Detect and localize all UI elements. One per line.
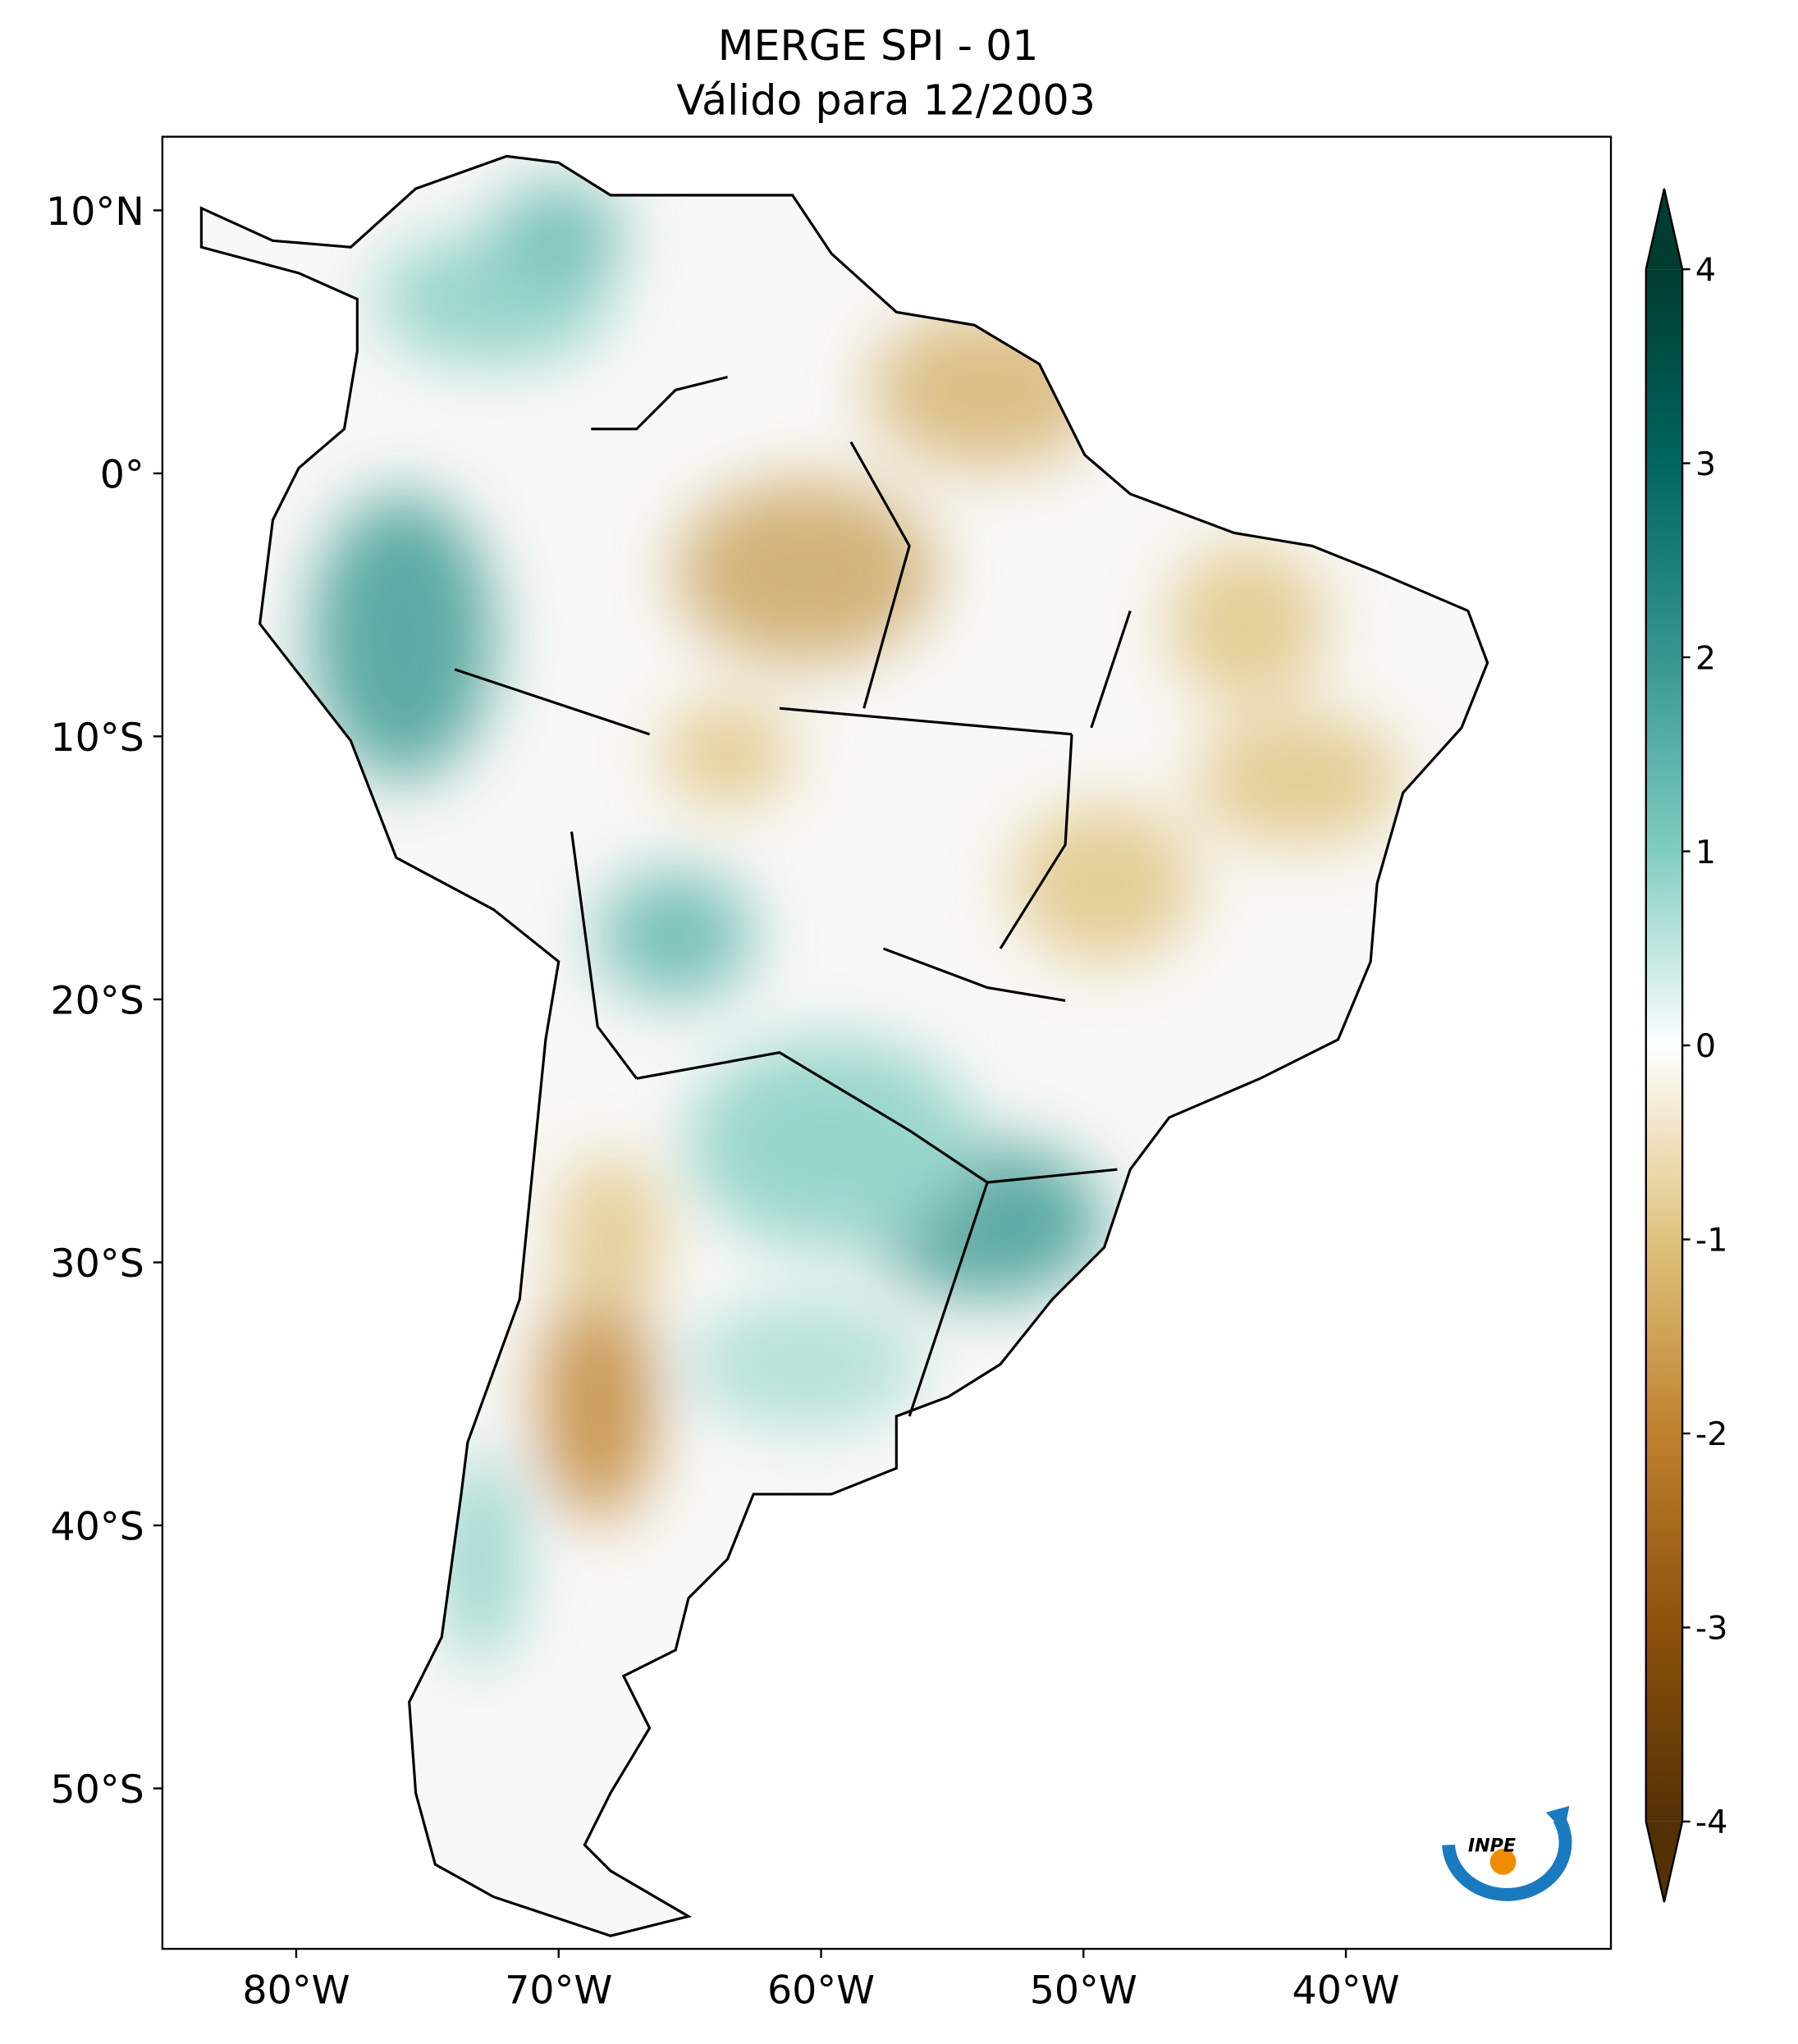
x-tick-label: 50°W <box>1030 1969 1137 2014</box>
colorbar-tick-label: 2 <box>1695 639 1716 677</box>
axes: 80°W 70°W 60°W 50°W 40°W 10°N 0° 10°S 20°S 30°S 40… <box>46 190 1400 2014</box>
colorbar-extend-bottom <box>1645 1821 1683 1903</box>
y-tick-label: 30°S <box>50 1241 144 1287</box>
map-title: MERGE SPI - 01 <box>718 21 1039 70</box>
x-tick-label: 60°W <box>767 1969 875 2014</box>
x-tick-label: 80°W <box>242 1969 350 2014</box>
y-tick-label: 50°S <box>50 1767 144 1813</box>
colorbar-tick-label: -1 <box>1695 1222 1727 1260</box>
colorbar-tick-label: -3 <box>1695 1610 1727 1648</box>
y-tick-label: 10°S <box>50 716 144 761</box>
colorbar-tick-label: 4 <box>1695 251 1716 289</box>
colorbar-tick-label: -4 <box>1695 1804 1727 1841</box>
y-tick-label: 40°S <box>50 1504 144 1549</box>
colorbar-tick-label: -2 <box>1695 1415 1727 1453</box>
x-tick-label: 70°W <box>505 1969 612 2014</box>
colorbar-extend-top <box>1645 188 1683 270</box>
colorbar-tick-label: 0 <box>1695 1027 1716 1065</box>
map-subtitle: Válido para 12/2003 <box>676 76 1096 125</box>
logo: INPE <box>1442 1805 1572 1901</box>
borders <box>454 375 1132 1417</box>
colorbar-tick-label: 1 <box>1695 834 1716 871</box>
y-tick-label: 20°S <box>50 978 144 1023</box>
y-tick-label: 10°N <box>46 190 144 235</box>
x-tick-label: 40°W <box>1292 1969 1400 2014</box>
y-tick-label: 0° <box>100 452 144 497</box>
map-frame <box>161 135 1613 1950</box>
colorbar: 4 3 2 1 0 -1 -2 -3 -4 <box>1645 188 1727 1903</box>
logo-text: INPE <box>1468 1835 1516 1856</box>
colorbar-tick-label: 3 <box>1695 446 1716 483</box>
map-field <box>201 156 1488 1937</box>
colorbar-body <box>1645 269 1683 1822</box>
